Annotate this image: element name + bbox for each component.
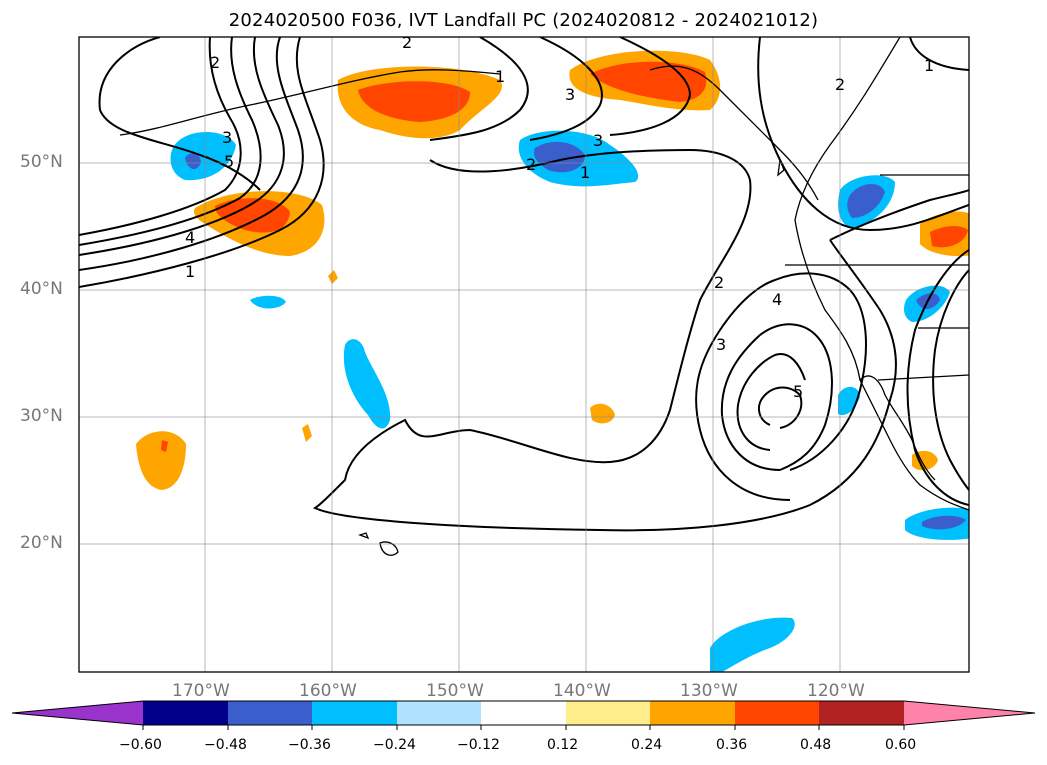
contour-label: 3: [716, 335, 726, 354]
contour-label: 5: [224, 152, 234, 171]
contour-label: 2: [835, 75, 845, 94]
contour-label: 4: [185, 228, 195, 247]
lon-tick-label: 150°W: [426, 681, 484, 701]
colorbar-extend-high: [904, 701, 1035, 725]
colorbar-extend-low: [12, 701, 143, 725]
colorbar-tick-label: 0.36: [716, 737, 748, 753]
lat-tick-label: 50°N: [20, 152, 63, 172]
contour-label: 3: [565, 85, 575, 104]
colorbar-tick-label: 0.24: [631, 737, 663, 753]
chart-title: 2024020500 F036, IVT Landfall PC (202402…: [228, 10, 819, 31]
colorbar-tick-label: −0.48: [204, 737, 247, 753]
contour-label: 1: [185, 262, 195, 281]
contour-label: 4: [772, 290, 782, 309]
lat-tick-label: 30°N: [20, 406, 63, 426]
contour-label: 2: [402, 33, 412, 52]
ivt-contours: [79, 37, 969, 532]
lat-tick-label: 20°N: [20, 533, 63, 553]
colorbar-tick-label: −0.12: [457, 737, 500, 753]
lat-tick-label: 40°N: [20, 279, 63, 299]
shaded-regions: [136, 50, 969, 672]
contour-label: 2: [714, 273, 724, 292]
contour-label: 3: [222, 128, 232, 147]
lon-tick-label: 140°W: [553, 681, 611, 701]
contour-label: 2: [210, 53, 220, 72]
contour-label: 3: [593, 131, 603, 150]
contour-labels: 2 3 5 4 1 2 3 1 3 1 2 3 4 5 2 1 2: [185, 33, 934, 401]
contour-label: 1: [580, 163, 590, 182]
colorbar: [11, 700, 1036, 730]
coastlines: [119, 37, 969, 556]
lon-tick-label: 130°W: [680, 681, 738, 701]
lon-tick-label: 160°W: [299, 681, 357, 701]
colorbar-tick-label: −0.36: [288, 737, 331, 753]
lon-tick-label: 170°W: [172, 681, 230, 701]
map-frame: [78, 36, 970, 673]
colorbar-tick-label: 0.12: [547, 737, 579, 753]
colorbar-tick-label: 0.48: [800, 737, 832, 753]
contour-label: 1: [495, 67, 505, 86]
colorbar-tick-label: −0.24: [373, 737, 416, 753]
colorbar-tick-label: 0.60: [885, 737, 917, 753]
contour-label: 2: [526, 155, 536, 174]
lon-tick-label: 120°W: [807, 681, 865, 701]
contour-label: 1: [924, 56, 934, 75]
colorbar-tick-label: −0.60: [119, 737, 162, 753]
contour-label: 5: [793, 382, 803, 401]
gridlines: [79, 37, 969, 672]
